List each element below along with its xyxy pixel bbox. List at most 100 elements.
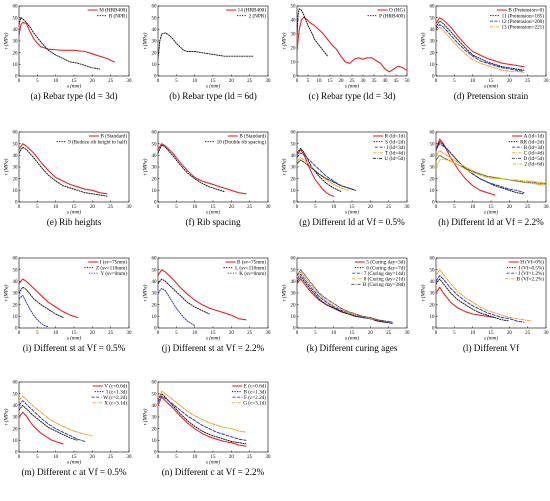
y-tick-label: 30 [430,292,436,297]
y-tick-label: 20 [291,177,297,182]
x-tick-label: 30 [405,205,411,210]
y-tick-label: 30 [291,33,297,38]
y-tick-label: 10 [152,315,158,320]
panel-d: 0 5 10 15 20 25 30 0 10 20 30 40 50 60 s (mm) τ (MPa) B … [420,5,550,101]
legend-label: F (c=2.2d) [244,394,266,401]
legend-entry: RR (ld=2d) [508,138,544,145]
legend-entry: O (HG) [377,7,405,14]
series-line [436,143,525,194]
series-line [19,278,79,319]
y-tick-label: 20 [430,177,436,182]
y-tick-label: 30 [13,292,19,297]
y-tick-label: 0 [154,451,157,456]
y-tick-label: 60 [152,5,158,10]
panel-caption: (g) Different ld at Vf = 0.5% [299,217,405,227]
legend-entry: 6 (Curing day=7d) [354,264,405,271]
legend-label: 6 (Curing day=7d) [366,264,405,271]
x-tick-label: 15 [72,331,78,336]
legend-label: I (c=1.3d) [106,388,127,395]
series-line [297,269,393,323]
x-tick-label: 5 [36,79,39,84]
x-tick-label: 30 [544,331,550,336]
series-line [158,393,247,445]
x-tick-label: 30 [266,79,272,84]
legend-label: K (sv=0mm) [239,270,266,277]
legend-label: W (c=2.2d) [103,394,127,401]
series-line [19,21,115,63]
x-tick-label: 25 [108,331,114,336]
x-tick-label: 30 [127,455,133,460]
legend-label: U (ld=5d) [384,155,405,162]
y-tick-label: 30 [152,292,158,297]
panel-caption: (b) Rebar type (ld = 6d) [169,91,257,101]
legend-label: J (Vf=1.2%) [518,270,544,277]
y-axis-label: τ (MPa) [3,158,10,175]
y-axis-label: τ (MPa) [281,284,288,301]
panel-caption: (h) Different ld at Vf = 2.2% [438,217,544,227]
series-line [19,294,49,328]
x-tick-label: 15 [211,331,217,336]
y-tick-label: 40 [13,28,19,33]
series-line [297,276,393,324]
x-tick-label: 30 [544,205,550,210]
x-tick-label: 10 [192,455,198,460]
y-tick-label: 50 [13,268,19,273]
x-tick-label: 15 [211,455,217,460]
x-tick-label: 20 [229,331,235,336]
series-line [436,278,510,322]
y-tick-label: 10 [291,61,297,66]
series-line [436,275,525,323]
y-tick-label: 30 [430,166,436,171]
series-line [158,390,247,433]
series-line [436,269,532,322]
y-tick-label: 0 [293,75,296,80]
panel-n: 0 5 10 15 20 25 30 0 10 20 30 40 50 60 s (mm) τ (MPa) E … [142,381,272,477]
y-tick-label: 0 [293,201,296,206]
legend-entry: B (Standard) [227,133,266,140]
y-axis-label: τ (MPa) [420,32,427,49]
legend-entry: P (HRB400) [367,12,405,19]
x-tick-label: 25 [247,205,253,210]
x-tick-label: 10 [470,79,476,84]
legend-entry: B (Vf=2.2%) [505,276,544,283]
x-tick-label: 15 [350,331,356,336]
panel-caption: (k) Different curing ages [307,343,398,353]
x-tick-label: 30 [127,79,133,84]
y-tick-label: 60 [291,131,297,136]
panel-caption: (m) Different c at Vf = 0.5% [21,467,126,477]
y-tick-label: 50 [13,392,19,397]
x-tick-label: 0 [157,205,160,210]
x-tick-label: 0 [18,331,21,336]
series-line [436,140,525,195]
legend-label: Z (sv=110mm) [96,264,127,271]
x-tick-label: 15 [72,79,78,84]
legend-label: A (ld=1d) [524,133,545,140]
y-tick-label: 50 [291,142,297,147]
x-tick-label: 20 [229,455,235,460]
x-tick-label: 0 [435,79,438,84]
y-tick-label: 20 [430,303,436,308]
series-line [19,146,108,197]
legend-label: 14 (HRB400) [238,7,267,14]
panel-caption: (e) Rib heights [47,217,102,227]
x-tick-label: 25 [525,205,531,210]
legend-entry: W (c=2.2d) [91,394,127,401]
y-tick-label: 40 [291,154,297,159]
legend-label: B (NPR) [109,12,128,19]
x-tick-label: 0 [296,205,299,210]
x-tick-label: 50 [405,79,411,84]
series-line [158,396,247,447]
y-tick-label: 50 [430,16,436,21]
legend-entry: B (Pretension=0) [496,7,544,14]
y-tick-label: 0 [15,201,18,206]
y-axis-label: τ (MPa) [420,284,427,301]
legend-entry: I (c=1.3d) [94,388,127,395]
legend-entry: 5 (Curing day=3d) [354,259,405,266]
series-line [297,159,357,191]
x-tick-label: 25 [350,79,356,84]
series-line [158,269,247,321]
y-tick-label: 20 [13,177,19,182]
legend-label: 2 (ld=6d) [525,161,545,168]
legend-entry: B (NPR) [97,12,127,19]
series-line [19,143,108,195]
